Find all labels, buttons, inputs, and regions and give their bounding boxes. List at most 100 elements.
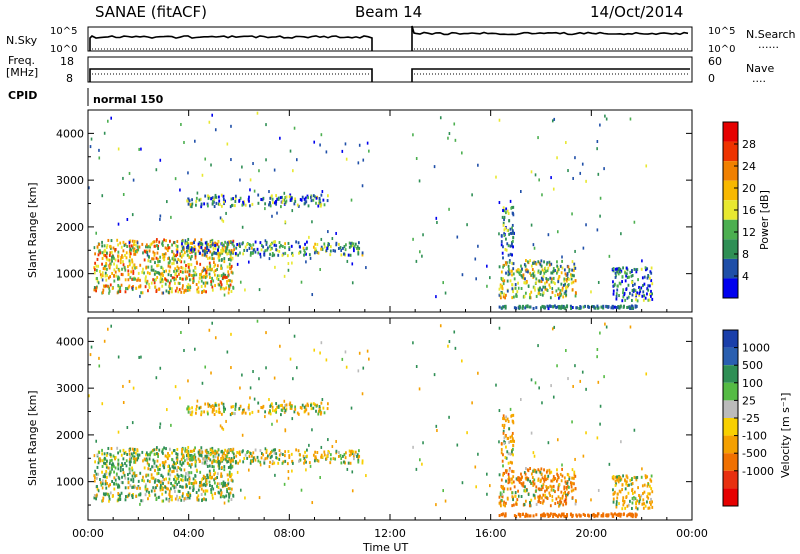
velocity-echo-cell [499,502,502,506]
power-echo-cell [529,271,532,275]
velocity-echo-cell [268,411,270,415]
velocity-echo-cell [220,493,222,497]
velocity-echo-cell [647,506,650,510]
velocity-echo-cell [269,412,272,416]
velocity-echo-cell [323,450,326,454]
power-echo-cell [614,275,617,279]
velocity-echo-cell [622,512,625,516]
velocity-echo-cell [133,451,135,455]
velocity-echo-cell [196,496,199,500]
velocity-echo-cell [540,484,543,488]
velocity-echo-cell [165,477,168,481]
velocity-echo-cell [253,397,256,401]
velocity-echo-cell [145,489,148,493]
velocity-echo-cell [122,401,125,405]
velocity-echo-cell [234,407,237,411]
velocity-echo-cell [352,450,355,454]
power-echo-cell [183,140,185,144]
power-echo-cell [135,286,138,290]
power-echo-cell [323,242,326,246]
power-echo-cell [102,288,105,292]
power-echo-cell [181,242,183,246]
velocity-echo-cell [96,484,98,488]
power-echo-cell [260,244,263,248]
nave-tick-bottom: 0 [708,72,715,85]
velocity-echo-cell [300,488,303,492]
power-echo-cell [559,289,562,293]
power-echo-cell [631,288,634,292]
power-echo-cell [126,244,129,248]
velocity-echo-cell [187,454,190,458]
power-echo-cell [119,261,122,265]
power-echo-cell [506,289,509,293]
velocity-echo-cell [310,407,313,411]
velocity-echo-cell [565,501,568,505]
power-echo-cell [510,244,513,248]
power-echo-cell [198,241,201,245]
velocity-echo-cell [180,468,183,472]
power-echo-cell [533,274,536,278]
power-echo-cell [208,261,211,265]
power-echo-cell [326,199,329,203]
velocity-echo-cell [112,462,114,466]
power-echo-cell [537,260,540,264]
power-echo-cell [153,240,156,244]
power-echo-cell [131,239,134,243]
power-echo-cell [194,256,197,260]
velocity-echo-cell [499,491,502,495]
power-echo-cell [602,304,605,308]
velocity-echo-cell [522,484,525,488]
velocity-echo-cell [217,448,220,452]
power-echo-cell [220,281,222,285]
velocity-echo-cell [280,413,282,417]
power-echo-cell [128,259,131,263]
power-echo-cell [101,240,103,244]
power-echo-cell [217,254,220,258]
velocity-echo-cell [358,454,361,458]
power-echo-cell [650,271,653,275]
power-echo-cell [358,143,361,147]
power-colorbar-tick-label: 16 [742,204,756,217]
power-echo-cell [502,282,505,286]
velocity-echo-cell [556,501,559,505]
velocity-echo-cell [89,353,92,357]
power-echo-cell [174,267,177,271]
power-echo-cell [124,278,127,282]
power-echo-cell [129,252,132,256]
power-echo-cell [618,306,621,310]
power-echo-cell [233,204,236,208]
power-echo-cell [122,176,124,180]
power-echo-cell [329,245,332,249]
power-echo-cell [291,261,293,265]
power-echo-cell [257,193,260,197]
velocity-echo-cell [226,488,228,492]
velocity-echo-cell [569,481,572,485]
velocity-echo-cell [205,451,208,455]
power-echo-cell [241,203,244,207]
velocity-echo-cell [554,490,556,494]
power-echo-cell [626,275,629,279]
power-echo-cell [533,270,536,274]
power-echo-cell [512,295,515,299]
power-echo-cell [181,277,184,281]
velocity-echo-cell [556,438,559,442]
power-echo-cell [205,243,208,247]
velocity-echo-cell [305,468,307,472]
power-echo-cell [123,243,126,247]
power-echo-cell [510,269,513,273]
power-echo-cell [131,246,134,250]
velocity-echo-cell [506,450,509,454]
power-echo-cell [97,253,100,257]
velocity-echo-cell [118,477,121,481]
velocity-echo-cell [587,513,590,517]
velocity-echo-cell [226,350,229,354]
power-echo-cell [308,253,311,257]
power-echo-cell [560,305,563,309]
power-echo-cell [88,186,90,190]
power-echo-cell [579,171,582,175]
velocity-echo-cell [572,488,575,492]
y-tick-label: 1000 [56,476,84,489]
power-echo-cell [499,283,502,287]
power-echo-cell [506,242,509,246]
power-echo-cell [571,273,574,277]
